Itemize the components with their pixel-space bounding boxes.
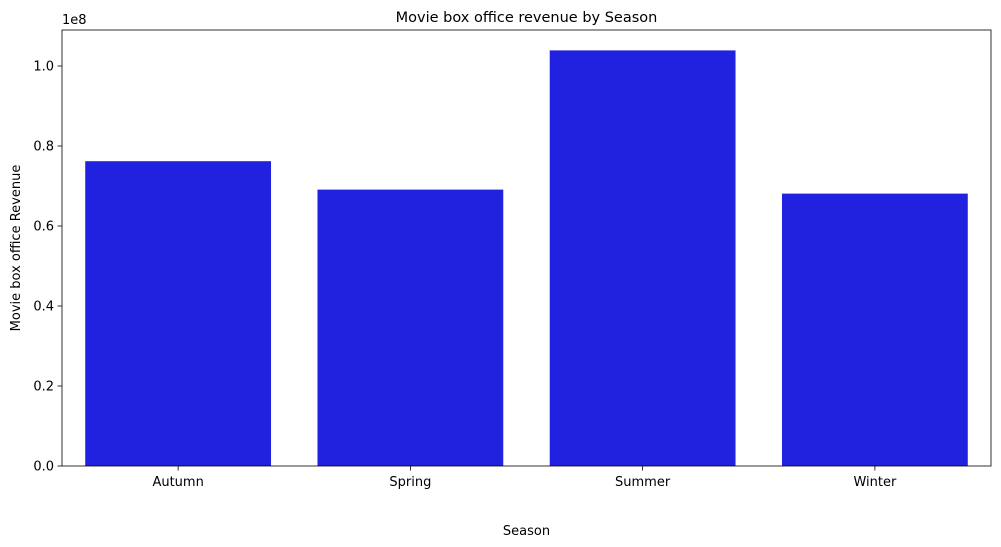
y-tick-label: 0.8 [33, 140, 54, 155]
bar-autumn [85, 161, 272, 466]
y-tick-label: 0.4 [33, 300, 54, 315]
y-axis-offset-label: 1e8 [62, 13, 87, 28]
bar-summer [549, 50, 736, 467]
plot-area-frame [61, 29, 992, 467]
x-tick-label: Spring [389, 475, 431, 490]
x-tick-label: Summer [615, 475, 671, 490]
bar-winter [781, 193, 968, 466]
x-tick-label: Winter [853, 475, 897, 490]
x-ticks-group: Autumn Spring Summer Winter [152, 466, 897, 490]
y-axis-label: Movie box office Revenue [9, 165, 24, 332]
y-tick-label: 1.0 [33, 60, 54, 75]
y-tick-label: 0.6 [33, 220, 54, 235]
x-axis-label: Season [503, 524, 550, 539]
bar-spring [317, 189, 504, 466]
y-tick-label: 0.0 [33, 460, 54, 475]
x-tick-label: Autumn [152, 475, 203, 490]
y-tick-label: 0.2 [33, 380, 54, 395]
chart-title: Movie box office revenue by Season [396, 10, 658, 26]
bars-group [85, 50, 968, 467]
y-ticks-group: 0.0 0.2 0.4 0.6 0.8 1.0 [33, 60, 62, 475]
